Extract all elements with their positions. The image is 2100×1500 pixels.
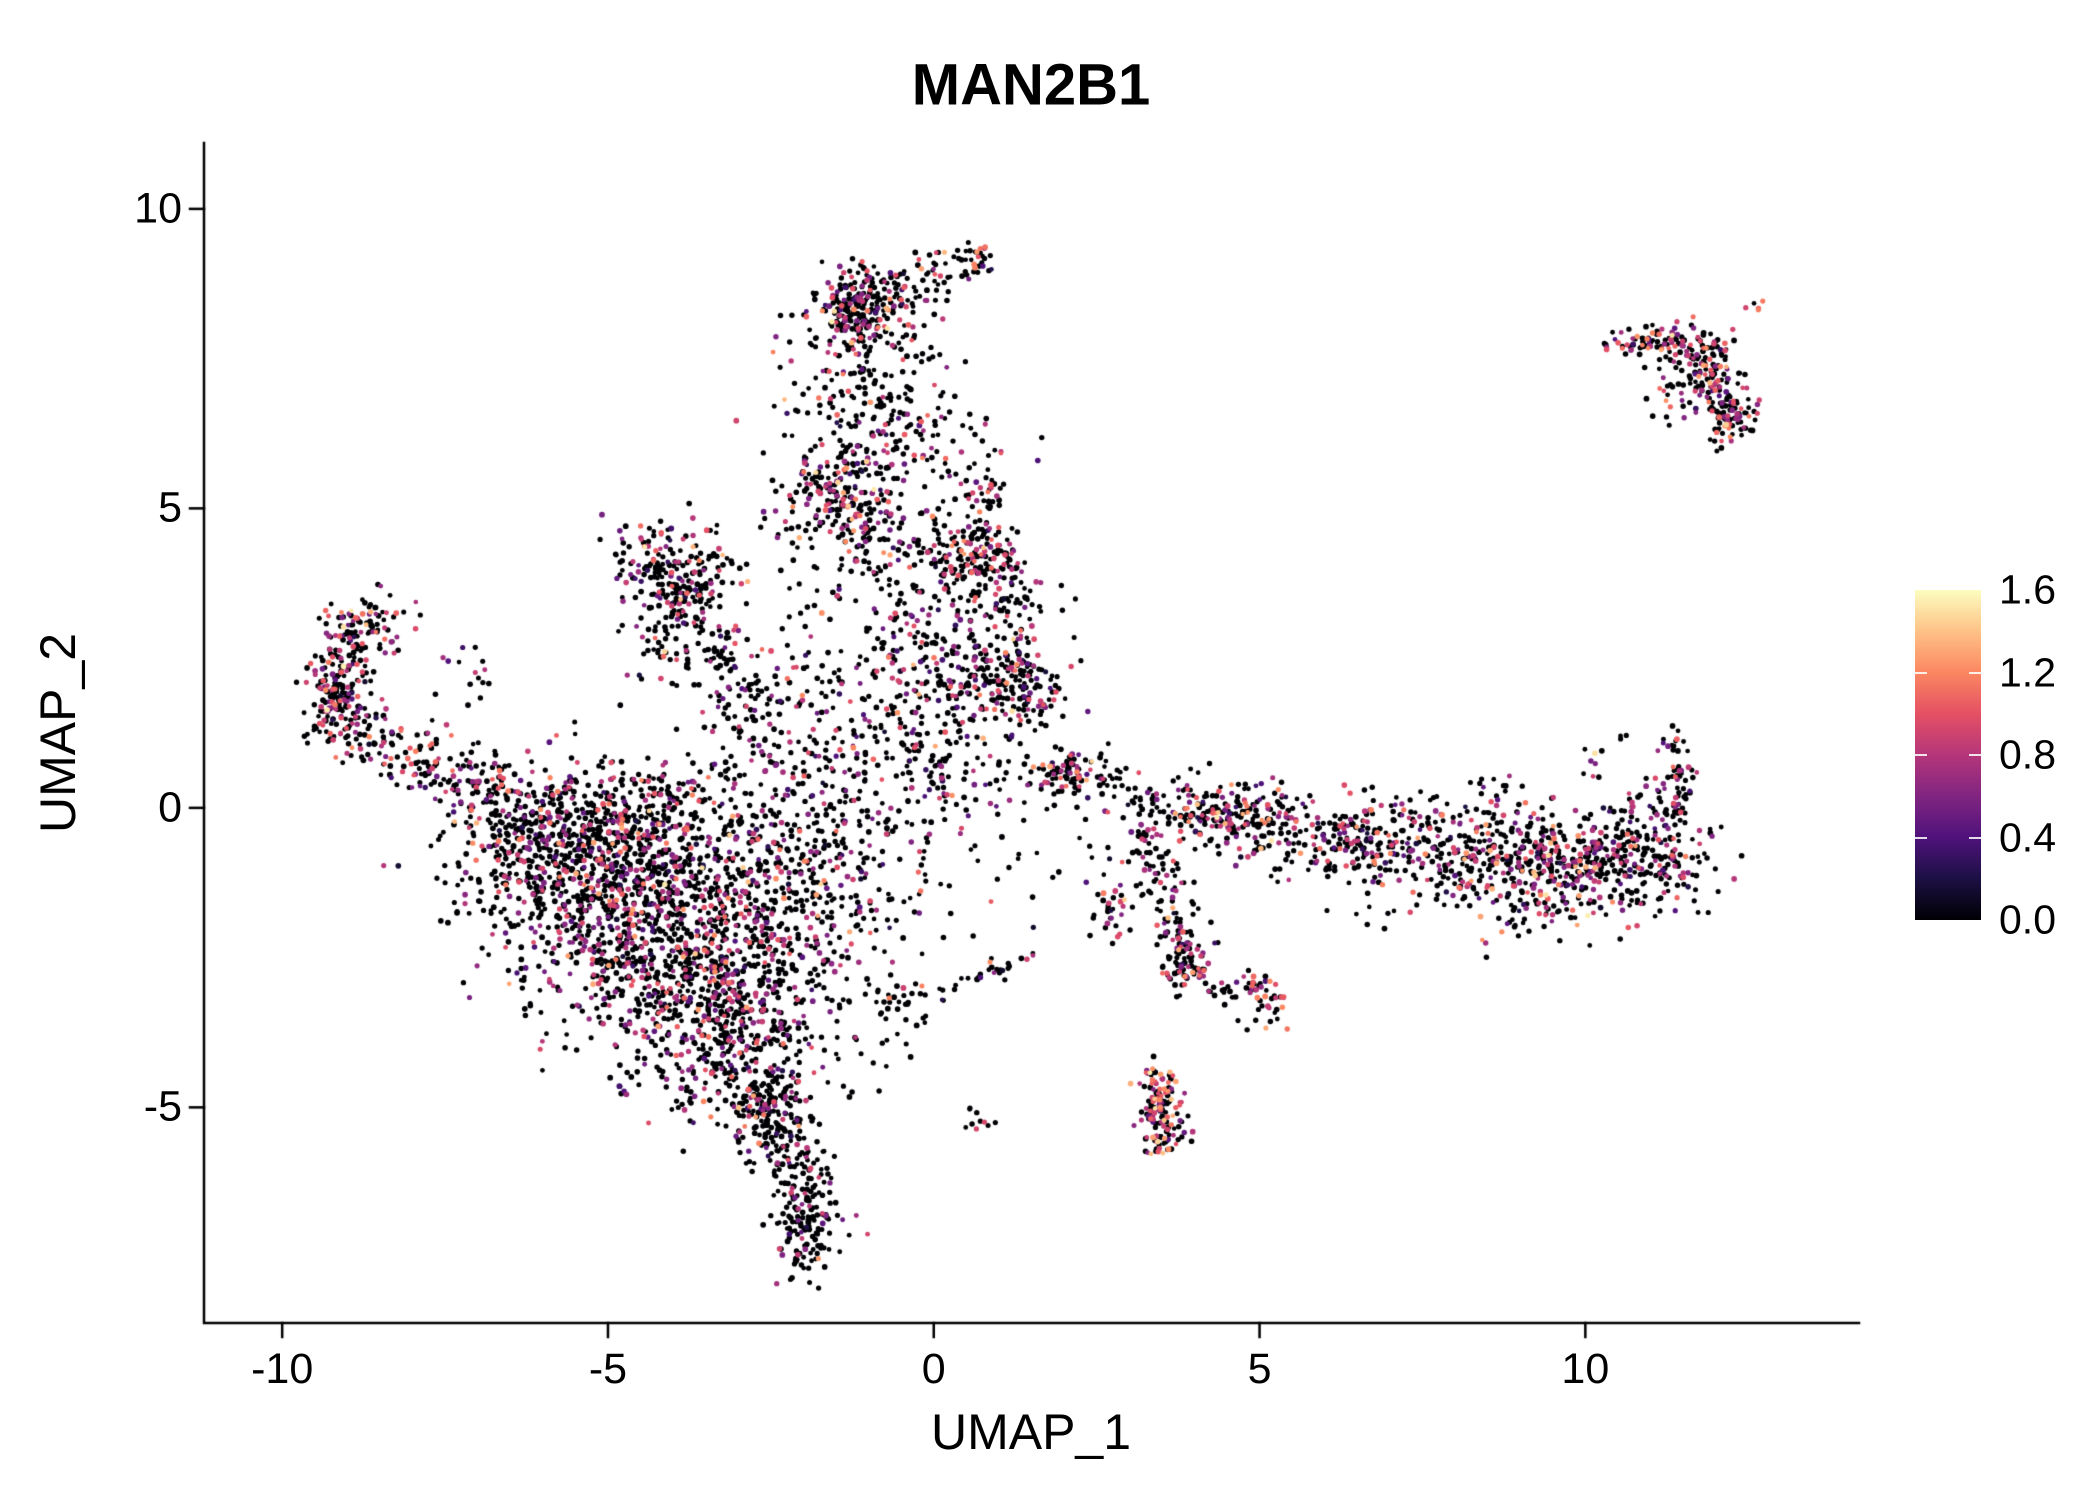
x-tick-label: -10 [251, 1345, 314, 1393]
colorbar-tick-label: 1.6 [1999, 566, 2056, 613]
colorbar-tick-label: 0.4 [1999, 814, 2056, 860]
expression-colorbar [1915, 590, 1981, 920]
x-tick-label: 10 [1561, 1345, 1610, 1393]
x-tick-label: 0 [921, 1345, 946, 1393]
colorbar-tick-mark [1915, 754, 1927, 756]
colorbar-tick-label: 0.8 [1999, 731, 2056, 778]
colorbar-tick-mark [1969, 754, 1981, 756]
x-tick-label: -5 [588, 1345, 628, 1393]
y-tick-label: 0 [158, 783, 182, 832]
y-tick-label: 10 [134, 184, 182, 233]
x-tick-label: 5 [1247, 1345, 1272, 1393]
x-axis-title: UMAP_1 [930, 1404, 1132, 1460]
colorbar-tick-mark [1969, 671, 1981, 674]
colorbar-tick-mark [1969, 836, 1981, 839]
colorbar-tick-label: 0.0 [1999, 896, 2056, 943]
colorbar-tick-label: 1.2 [1999, 649, 2056, 695]
y-tick-label: -5 [143, 1082, 182, 1131]
colorbar-tick-mark [1915, 836, 1927, 839]
plot-title: MAN2B1 [911, 52, 1151, 118]
colorbar-tick-mark [1915, 671, 1927, 674]
y-tick-label: 5 [158, 483, 182, 532]
